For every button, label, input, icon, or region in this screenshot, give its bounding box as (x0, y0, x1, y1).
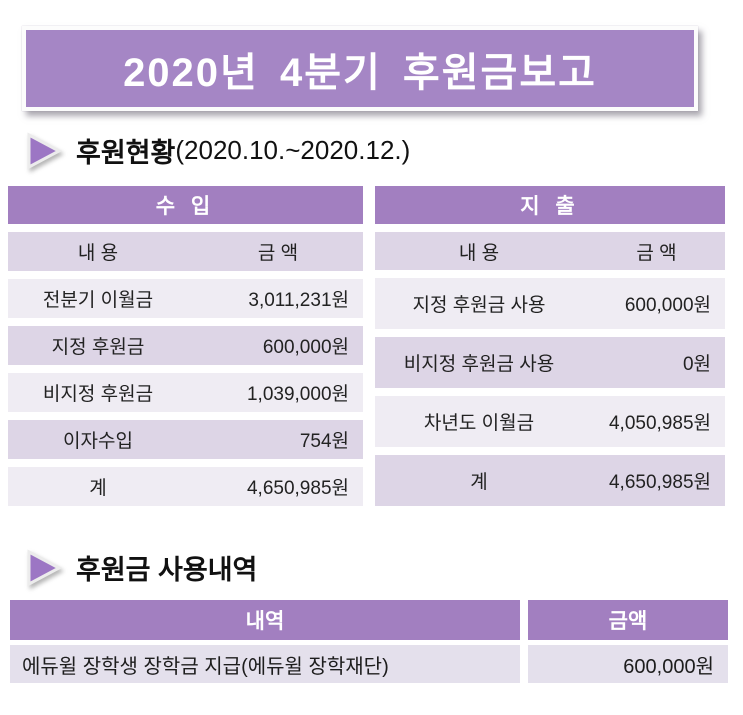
income-table-title: 수 입 (8, 186, 363, 224)
usage-table: 내역 금액 에듀윌 장학생 장학금 지급(에듀윌 장학재단) 600,000원 (10, 600, 728, 683)
income-row-amount: 600,000원 (262, 337, 349, 358)
income-row-amount: 1,039,000원 (246, 384, 349, 405)
table-row: 에듀윌 장학생 장학금 지급(에듀윌 장학재단) 600,000원 (10, 645, 728, 683)
section-heading-donation-status: 후원현황 (2020.10.~2020.12.) (24, 131, 743, 170)
income-col-amount-header: 금 액 (257, 243, 299, 264)
table-row: 비지정 후원금 사용 0원 (375, 337, 725, 388)
income-row-amount: 754원 (299, 431, 349, 452)
expense-col-amount-header: 금 액 (636, 242, 677, 264)
expense-col-label-header: 내 용 (458, 242, 500, 264)
income-row-label: 지정 후원금 (51, 337, 145, 358)
table-row: 차년도 이월금 4,050,985원 (375, 396, 725, 447)
table-row: 이자수입 754원 (8, 420, 363, 459)
income-col-label-header: 내 용 (77, 243, 119, 264)
expense-total-label: 계 (470, 472, 488, 493)
table-row: 전분기 이월금 3,011,231원 (8, 279, 363, 318)
table-row: 지정 후원금 600,000원 (8, 326, 363, 365)
income-row-label: 비지정 후원금 (42, 384, 154, 405)
triangle-bullet-icon (27, 132, 63, 169)
section-title: 후원현황 (76, 138, 176, 168)
income-row-label: 전분기 이월금 (42, 290, 154, 311)
expense-total-amount: 4,650,985원 (608, 472, 711, 493)
status-tables: 수 입 내 용 금 액 전분기 이월금 3,011,231원 지정 후원금 60… (8, 186, 743, 506)
expense-row-amount: 600,000원 (624, 295, 711, 316)
expense-row-label: 지정 후원금 사용 (412, 295, 546, 316)
page-title: 2020년 4분기 후원금보고 (123, 50, 597, 95)
usage-col-amount-header: 금액 (528, 600, 728, 640)
section-title: 후원금 사용내역 (76, 555, 258, 585)
expense-column-header-row: 내 용 금 액 (375, 232, 725, 270)
expense-row-label: 차년도 이월금 (423, 413, 535, 434)
income-total-label: 계 (89, 478, 107, 499)
income-column-header-row: 내 용 금 액 (8, 232, 363, 271)
income-total-row: 계 4,650,985원 (8, 467, 363, 506)
table-row: 비지정 후원금 1,039,000원 (8, 373, 363, 412)
expense-table: 지 출 내 용 금 액 지정 후원금 사용 600,000원 비지정 후원금 사… (375, 186, 725, 506)
title-banner: 2020년 4분기 후원금보고 (22, 26, 698, 111)
usage-col-label-header: 내역 (10, 600, 520, 640)
usage-header-row: 내역 금액 (10, 600, 728, 640)
usage-row-amount: 600,000원 (528, 645, 728, 683)
income-table: 수 입 내 용 금 액 전분기 이월금 3,011,231원 지정 후원금 60… (8, 186, 363, 506)
expense-row-amount: 4,050,985원 (608, 413, 711, 434)
triangle-bullet-icon (27, 549, 63, 586)
expense-total-row: 계 4,650,985원 (375, 455, 725, 506)
expense-row-label: 비지정 후원금 사용 (403, 354, 555, 375)
expense-table-title: 지 출 (375, 186, 725, 224)
income-row-label: 이자수입 (63, 431, 133, 452)
section-heading-usage: 후원금 사용내역 (24, 548, 743, 587)
table-row: 지정 후원금 사용 600,000원 (375, 278, 725, 329)
section-period: (2020.10.~2020.12.) (175, 135, 411, 165)
income-total-amount: 4,650,985원 (246, 478, 349, 499)
usage-row-label: 에듀윌 장학생 장학금 지급(에듀윌 장학재단) (10, 645, 520, 683)
income-row-amount: 3,011,231원 (248, 290, 349, 311)
expense-row-amount: 0원 (682, 354, 711, 375)
